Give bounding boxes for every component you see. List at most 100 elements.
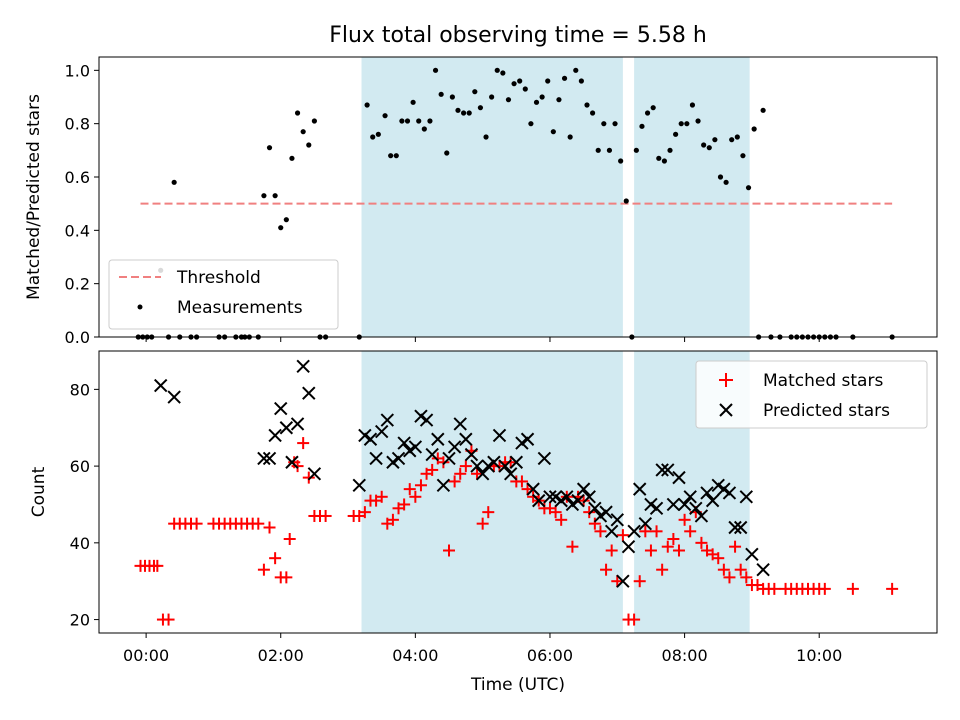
predicted-star-point: [520, 432, 535, 446]
matched-star-point: [504, 456, 517, 469]
predicted-star-point: [711, 478, 725, 492]
measurement-point: [416, 118, 422, 124]
predicted-star-point: [543, 490, 557, 504]
predicted-star-point: [515, 436, 529, 450]
matched-star-point: [269, 552, 282, 565]
matched-star-point: [515, 475, 528, 488]
measurement-point: [601, 121, 607, 127]
matched-star-point: [740, 571, 753, 584]
matched-star-point: [644, 544, 657, 557]
x-tick-label: 08:00: [662, 646, 708, 665]
measurement-point: [399, 118, 405, 124]
predicted-star-point: [470, 459, 484, 473]
measurement-point: [545, 78, 551, 84]
matched-star-point: [482, 506, 495, 519]
predicted-star-point: [633, 482, 647, 496]
matched-star-point: [403, 483, 416, 496]
matched-star-point: [566, 540, 579, 553]
matched-star-point: [605, 544, 618, 557]
measurement-point: [734, 134, 740, 140]
predicted-star-point: [274, 401, 288, 416]
measurement-point: [689, 102, 696, 108]
measurement-point: [278, 225, 284, 231]
predicted-star-point: [599, 505, 613, 519]
measurement-point: [393, 153, 399, 159]
matched-star-point: [549, 506, 562, 519]
predicted-star-point: [425, 447, 439, 462]
measurement-point: [740, 153, 746, 159]
matched-star-point: [291, 460, 304, 473]
x-tick-label: 04:00: [392, 646, 438, 665]
predicted-star-point: [627, 524, 641, 539]
predicted-star-point: [167, 390, 181, 404]
x-tick-label: 00:00: [123, 646, 169, 665]
measurement-point: [706, 145, 712, 151]
measurement-point: [511, 81, 517, 87]
top-y-tick-label: 0.8: [65, 115, 90, 134]
matched-star-point: [471, 467, 484, 480]
measurement-point: [261, 193, 267, 199]
predicted-star-point: [374, 424, 389, 439]
matched-star-point: [409, 490, 422, 503]
measurement-point: [606, 147, 613, 153]
measurement-point: [283, 217, 289, 223]
matched-star-point: [594, 525, 607, 538]
measurement-point: [289, 155, 295, 161]
matched-star-point: [151, 559, 164, 572]
matched-star-point: [846, 582, 859, 595]
predicted-star-point: [481, 459, 495, 473]
predicted-star-point: [604, 524, 619, 539]
predicted-star-point: [386, 455, 400, 469]
measurement-point: [528, 121, 534, 127]
measurement-point: [550, 129, 556, 135]
predicted-star-point: [610, 513, 624, 527]
predicted-star-point: [717, 482, 731, 496]
measurement-point: [300, 129, 306, 135]
predicted-star-point: [257, 451, 271, 466]
predicted-star-point: [638, 516, 653, 531]
matched-star-point: [386, 513, 399, 526]
top-y-tick-label: 1.0: [65, 61, 90, 80]
chart-title: Flux total observing time = 5.58 h: [329, 23, 707, 48]
predicted-star-point: [526, 482, 540, 496]
top-observing-windows: [361, 57, 750, 337]
measurement-point: [667, 147, 673, 153]
predicted-star-point: [576, 482, 591, 496]
measurement-point: [723, 179, 729, 185]
matched-star-point: [263, 521, 276, 534]
matched-star-point: [414, 479, 427, 492]
measurement-point: [472, 89, 478, 95]
measurement-point: [561, 75, 568, 81]
predicted-stars-points: [153, 359, 770, 588]
predicted-star-point: [285, 455, 299, 469]
matched-star-point: [454, 467, 467, 480]
bottom-legend-box: [695, 360, 928, 429]
predicted-star-point: [431, 432, 445, 446]
observing-window-band: [634, 57, 750, 337]
predicted-star-point: [279, 421, 294, 435]
bottom-y-axis-label: Count: [29, 466, 49, 517]
measurement-point: [455, 107, 461, 113]
predicted-star-point: [442, 451, 456, 466]
predicted-star-point: [363, 432, 378, 446]
legend-matched-swatch: [719, 373, 733, 387]
predicted-star-point: [593, 509, 608, 523]
measurement-point: [567, 134, 573, 140]
measurement-point: [494, 67, 500, 73]
measurement-point: [639, 123, 645, 129]
legend-predicted-swatch: [719, 403, 733, 417]
predicted-star-point: [403, 444, 417, 458]
matched-star-point: [717, 563, 730, 576]
predicted-star-point: [153, 378, 168, 393]
predicted-star-point: [672, 470, 686, 485]
measurement-point: [522, 86, 528, 92]
measurement-point: [656, 155, 662, 161]
top-y-axis: 0.0 0.2 0.4 0.6 0.8 1.0: [65, 61, 99, 347]
predicted-star-point: [621, 539, 636, 554]
measurement-point: [650, 105, 656, 111]
predicted-star-point: [475, 467, 490, 481]
matched-star-point: [818, 582, 831, 595]
predicted-star-point: [554, 493, 568, 508]
predicted-star-point: [677, 497, 692, 512]
